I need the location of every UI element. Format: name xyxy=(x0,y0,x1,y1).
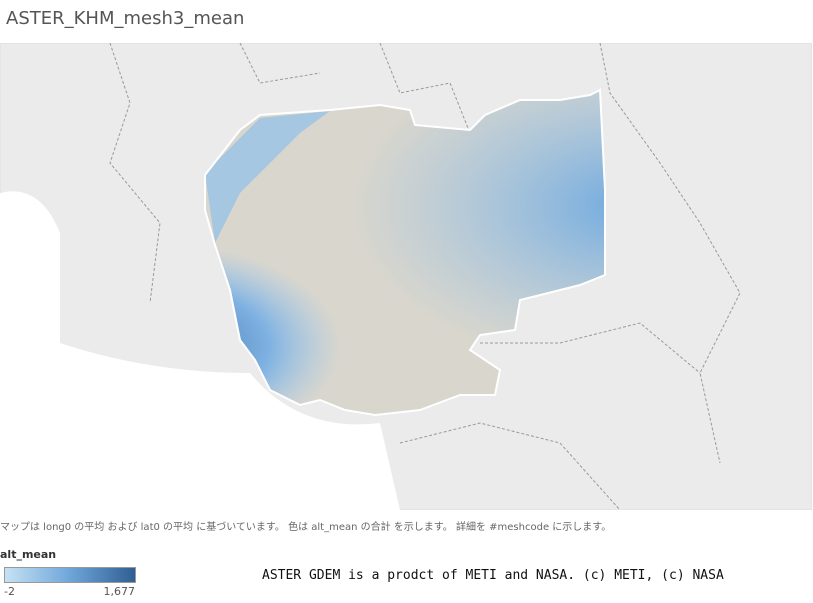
footnote: マップは long0 の平均 および lat0 の平均 に基づいています。 色は… xyxy=(0,522,612,533)
legend-bar xyxy=(4,567,136,583)
borders xyxy=(109,43,741,510)
map xyxy=(0,43,812,510)
credit: ASTER GDEM is a prodct of METI and NASA.… xyxy=(262,568,724,583)
title: ASTER_KHM_mesh3_mean xyxy=(6,8,245,29)
sea xyxy=(0,191,60,373)
legend-max: 1,677 xyxy=(103,585,136,598)
legend-title: alt_mean xyxy=(0,548,57,561)
sea xyxy=(0,343,400,510)
legend-min: -2 xyxy=(4,585,15,598)
legend xyxy=(4,567,136,583)
country-outline xyxy=(204,88,606,417)
